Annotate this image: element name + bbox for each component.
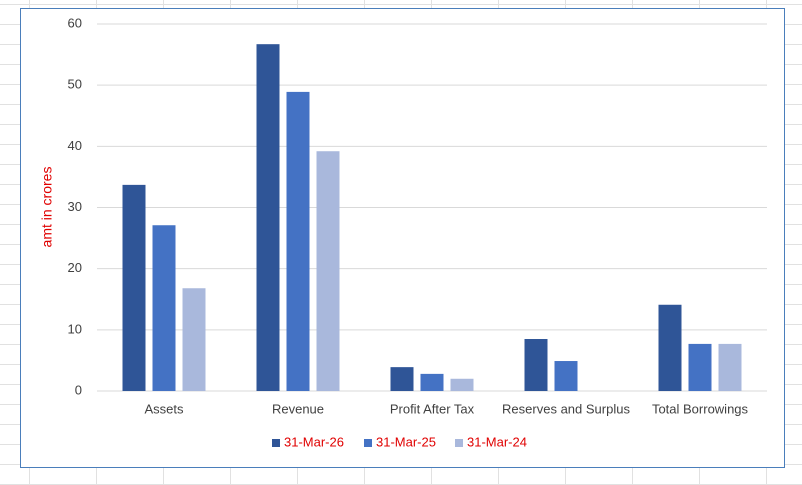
legend-swatch [364, 439, 372, 447]
bar [450, 378, 474, 391]
legend-swatch [455, 439, 463, 447]
y-tick-label: 30 [68, 199, 82, 214]
legend-label: 31-Mar-25 [376, 434, 436, 449]
legend-label: 31-Mar-26 [284, 434, 344, 449]
bar [688, 343, 712, 391]
x-tick-label: Profit After Tax [390, 401, 475, 416]
x-tick-label: Total Borrowings [652, 401, 749, 416]
y-tick-label: 50 [68, 77, 82, 92]
legend-swatch [272, 439, 280, 447]
bar [122, 184, 146, 391]
bar [286, 91, 310, 392]
bar [554, 361, 578, 391]
bar [658, 304, 682, 391]
y-tick-label: 60 [68, 15, 82, 30]
bar [152, 225, 176, 391]
bar [524, 339, 548, 391]
x-tick-label: Revenue [272, 401, 324, 416]
y-tick-label: 40 [68, 138, 82, 153]
bar [316, 151, 340, 391]
y-tick-label: 20 [68, 260, 82, 275]
x-tick-label: Assets [144, 401, 184, 416]
bar [718, 343, 742, 391]
legend-label: 31-Mar-24 [467, 434, 527, 449]
x-tick-label: Reserves and Surplus [502, 401, 630, 416]
y-tick-label: 0 [75, 382, 82, 397]
y-axis-label: amt in crores [39, 167, 55, 248]
bar [256, 44, 280, 392]
bar [390, 367, 414, 391]
bar [182, 288, 206, 391]
y-tick-label: 10 [68, 321, 82, 336]
bar [420, 373, 444, 391]
